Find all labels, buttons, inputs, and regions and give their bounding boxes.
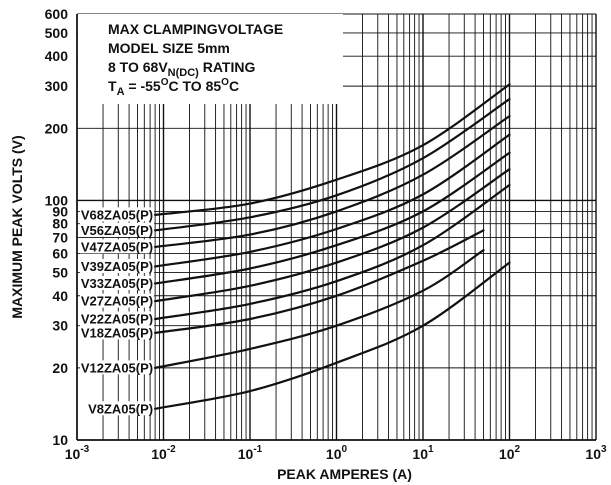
series-label-background xyxy=(79,325,155,340)
x-tick-exponent: -3 xyxy=(80,444,89,455)
series-label-background xyxy=(87,401,155,416)
annotation-line: 8 TO 68VN(DC) RATING xyxy=(108,59,255,79)
x-tick-label: 102 xyxy=(499,444,521,462)
series-labels: V68ZA05(P)V56ZA05(P)V47ZA05(P) V39ZA05(P)… xyxy=(79,207,155,416)
x-tick-label: 10-3 xyxy=(65,444,90,462)
series-label: V27ZA05(P) xyxy=(81,294,153,309)
y-axis-title: MAXIMUM PEAK VOLTS (V) xyxy=(9,135,25,318)
series-label: V8ZA05(P) xyxy=(88,401,153,416)
axis-ticks: 10-3 10-2 10-1 100 101 102 1031020304050607080… xyxy=(45,6,607,462)
series-line-v12za05-p- xyxy=(154,249,485,369)
series-label-background xyxy=(79,258,155,273)
y-tick-label: 50 xyxy=(52,265,68,281)
x-tick-base: 10 xyxy=(238,446,254,462)
annotation-text: RATING xyxy=(199,59,256,75)
x-tick-exponent: 0 xyxy=(342,444,348,455)
series-line-v18za05-p- xyxy=(154,229,485,334)
series-line-v39za05-p- xyxy=(154,133,511,268)
series-label: V22ZA05(P) xyxy=(81,311,153,326)
annotation-line: MODEL SIZE 5mm xyxy=(108,40,230,56)
series-label-background xyxy=(79,311,155,326)
series-line-v33za05-p- xyxy=(154,151,511,285)
series-line-v8za05-p- xyxy=(154,261,511,410)
annotation-text: C TO 85 xyxy=(169,78,222,94)
series-label: V56ZA05(P) xyxy=(81,223,153,238)
y-tick-label: 60 xyxy=(52,246,68,262)
x-tick-label: 101 xyxy=(412,444,434,462)
x-tick-exponent: 2 xyxy=(515,444,521,455)
y-tick-label: 300 xyxy=(45,78,69,94)
x-tick-label: 103 xyxy=(585,444,607,462)
x-tick-base: 10 xyxy=(499,446,515,462)
x-tick-exponent: -2 xyxy=(167,444,176,455)
annotation-box: MAX CLAMPINGVOLTAGE MODEL SIZE 5mm 8 TO 68… xyxy=(78,14,343,104)
x-tick-exponent: 1 xyxy=(428,444,434,455)
x-tick-base: 10 xyxy=(326,446,342,462)
annotation-line: TA = -55OC TO 85OC xyxy=(108,77,239,98)
x-tick-label: 100 xyxy=(326,444,348,462)
series-label: V18ZA05(P) xyxy=(81,325,153,340)
annotation-text: C xyxy=(229,78,239,94)
x-tick-label: 10-1 xyxy=(238,444,263,462)
y-tick-label: 100 xyxy=(45,192,69,208)
series-curves xyxy=(154,83,511,410)
annotation-superscript: O xyxy=(161,77,169,88)
annotation-subscript: A xyxy=(117,86,125,98)
y-tick-label: 200 xyxy=(45,120,69,136)
series-line-v22za05-p- xyxy=(154,183,511,321)
series-line-v27za05-p- xyxy=(154,168,511,303)
y-tick-label: 80 xyxy=(52,216,68,232)
series-label: V47ZA05(P) xyxy=(81,239,153,254)
annotation-text: T xyxy=(108,78,117,94)
x-tick-base: 10 xyxy=(65,446,81,462)
series-label-background xyxy=(79,293,155,308)
annotation-text: 8 TO 68V xyxy=(108,59,168,75)
x-axis-title: PEAK AMPERES (A) xyxy=(277,466,412,482)
series-label-background xyxy=(79,276,155,291)
x-tick-exponent: 3 xyxy=(601,444,607,455)
y-tick-label: 40 xyxy=(52,288,68,304)
series-line-v68za05-p- xyxy=(154,83,511,216)
x-tick-label: 10-2 xyxy=(151,444,176,462)
x-tick-base: 10 xyxy=(151,446,167,462)
x-tick-exponent: -1 xyxy=(253,444,262,455)
x-tick-base: 10 xyxy=(585,446,601,462)
annotation-line: MAX CLAMPINGVOLTAGE xyxy=(108,21,283,37)
series-label: V33ZA05(P) xyxy=(81,276,153,291)
series-line-v47za05-p- xyxy=(154,115,511,248)
y-tick-label: 90 xyxy=(52,203,68,219)
y-tick-label: 600 xyxy=(45,6,69,22)
series-label-background xyxy=(79,222,155,237)
y-tick-label: 20 xyxy=(52,360,68,376)
y-tick-label: 500 xyxy=(45,25,69,41)
annotation-text: = -55 xyxy=(125,78,161,94)
series-label: V39ZA05(P) xyxy=(81,259,153,274)
x-tick-base: 10 xyxy=(412,446,428,462)
series-label-background xyxy=(79,239,155,254)
annotation-text: MAX CLAMPINGVOLTAGE xyxy=(108,21,283,37)
series-label: V12ZA05(P) xyxy=(81,360,153,375)
series-label: V68ZA05(P) xyxy=(81,207,153,222)
annotation-superscript: O xyxy=(221,77,229,88)
series-label-background xyxy=(79,207,155,222)
y-tick-label: 70 xyxy=(52,230,68,246)
y-tick-label: 10 xyxy=(52,432,68,448)
y-tick-label: 30 xyxy=(52,318,68,334)
series-label-background xyxy=(79,360,155,375)
annotation-subscript: N(DC) xyxy=(168,67,199,79)
annotation-text: MODEL SIZE 5mm xyxy=(108,40,230,56)
series-line-v56za05-p- xyxy=(154,97,511,232)
annotation-background xyxy=(78,14,343,104)
y-tick-label: 400 xyxy=(45,48,69,64)
